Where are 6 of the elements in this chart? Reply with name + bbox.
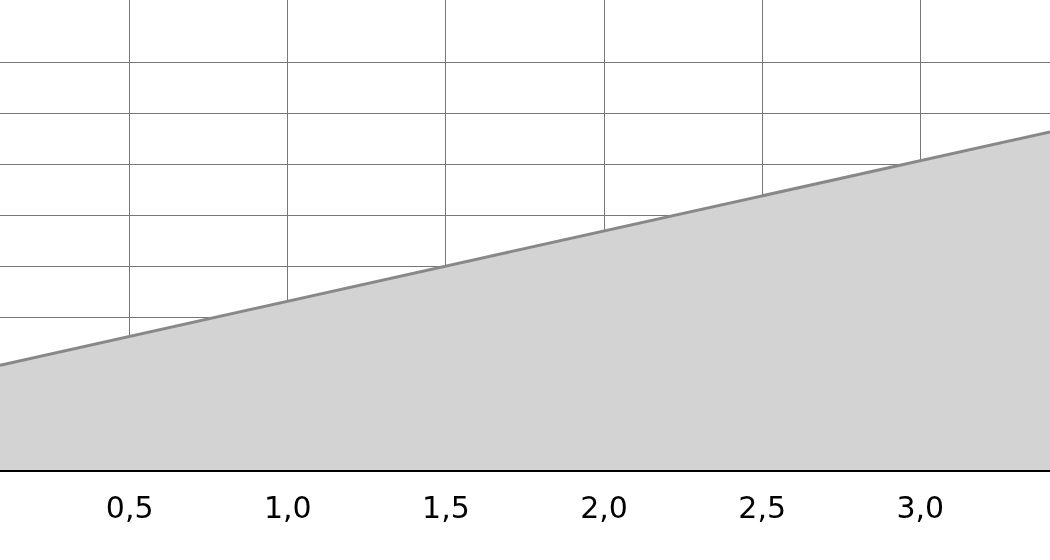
x-tick-label: 1,0	[263, 489, 312, 525]
x-tick-label: 1,5	[422, 489, 470, 525]
x-tick-label: 2,5	[738, 489, 787, 525]
x-tick-label: 2,0	[580, 489, 628, 525]
x-tick-label: 0,5	[105, 489, 154, 525]
x-tick-label: 3,0	[896, 489, 945, 525]
